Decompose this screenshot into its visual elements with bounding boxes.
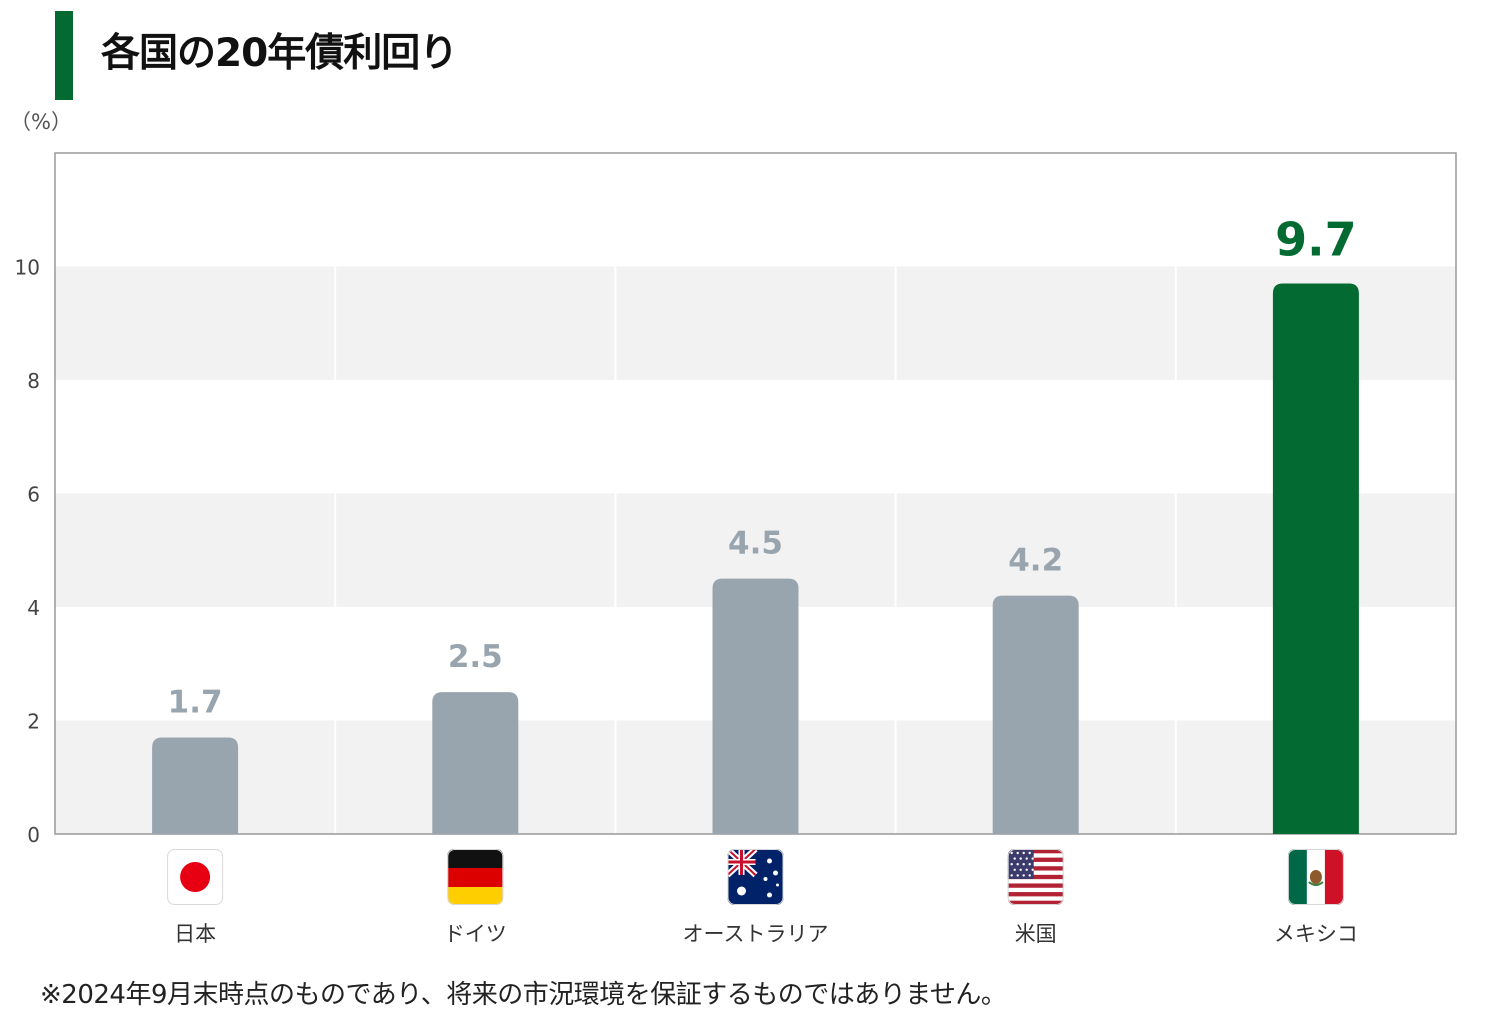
y-tick-label: 10 [15,256,40,280]
y-tick-label: 8 [27,369,40,393]
bar-4 [992,595,1079,834]
mexico-flag-icon [1287,849,1344,905]
footnote: ※2024年9月末時点のものであり、将来の市況環境を保証するものではありません。 [40,980,1007,1010]
title-accent-bar [55,11,73,100]
japan-flag-icon [167,849,224,905]
germany-flag-icon [447,849,504,905]
y-axis-unit-label: （%） [10,110,72,134]
value-label: 1.7 [168,685,223,721]
y-tick-label: 2 [27,710,40,734]
category-label: 日本 [174,922,216,946]
bar-3 [712,578,799,834]
usa-flag-icon [1007,849,1064,905]
bar-2 [432,692,519,834]
category-label: 米国 [1015,922,1057,946]
category-label: オーストラリア [683,922,829,946]
y-tick-label: 4 [27,596,40,620]
category-label: ドイツ [444,922,507,946]
category-label: メキシコ [1274,922,1358,946]
value-label: 4.5 [728,526,783,562]
chart-title: 各国の20年債利回り [101,31,458,76]
grid-band [55,266,1456,380]
y-tick-label: 6 [27,483,40,507]
value-label: 4.2 [1008,543,1063,579]
bar-5 [1272,283,1359,834]
australia-flag-icon [727,849,784,905]
y-tick-label: 0 [27,823,40,847]
value-label: 9.7 [1275,213,1357,267]
value-label: 2.5 [448,639,503,675]
bar-1 [152,737,239,834]
